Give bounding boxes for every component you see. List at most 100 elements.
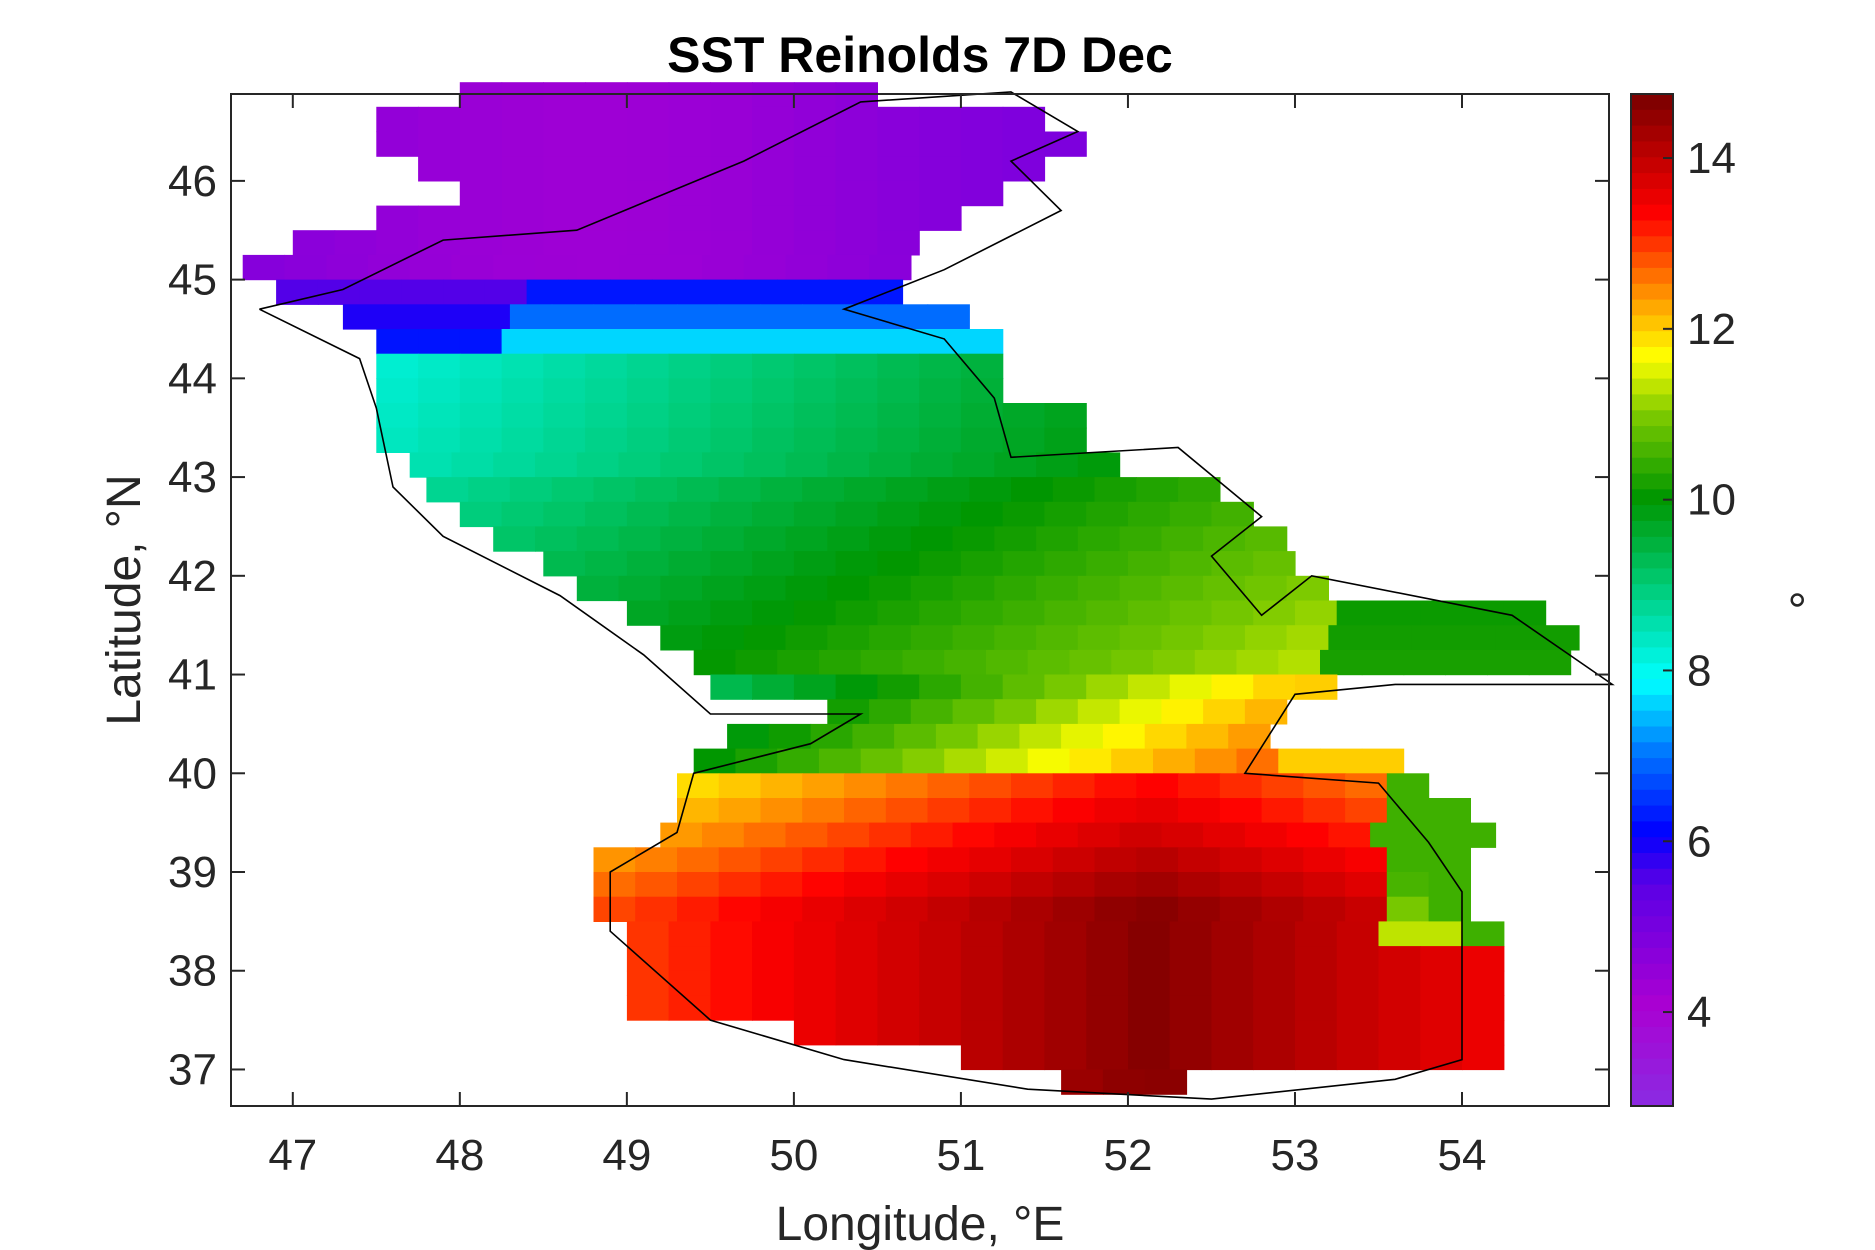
heatmap-cell — [910, 822, 954, 848]
heatmap-cell — [752, 501, 795, 528]
heatmap-cell — [376, 403, 419, 429]
heatmap-cell — [710, 403, 753, 429]
heatmap-cell — [702, 625, 745, 651]
heatmap-cell — [501, 378, 544, 404]
heatmap-cell — [919, 156, 962, 182]
y-tick-label: 44 — [168, 354, 217, 403]
heatmap-cell — [1111, 649, 1154, 676]
heatmap-cell — [793, 600, 837, 626]
heatmap-cell — [418, 427, 461, 453]
colorbar-segment — [1631, 1090, 1673, 1107]
heatmap-cell — [1094, 773, 1137, 799]
heatmap-cell — [952, 625, 995, 651]
heatmap-cell — [535, 452, 578, 478]
heatmap-cell — [626, 230, 670, 256]
heatmap-cell — [1011, 896, 1054, 922]
heatmap-cell — [1094, 798, 1137, 824]
heatmap-cell — [877, 106, 920, 133]
heatmap-cell — [501, 329, 544, 355]
heatmap-cell — [626, 600, 670, 626]
heatmap-cell — [551, 304, 595, 330]
heatmap-cell — [1211, 501, 1254, 528]
heatmap-cell — [1044, 551, 1087, 577]
heatmap-cell — [927, 304, 970, 330]
heatmap-cell — [927, 477, 970, 503]
heatmap-cell — [1361, 748, 1405, 774]
heatmap-cell — [1002, 551, 1046, 577]
heatmap-cell — [1428, 872, 1471, 898]
heatmap-cell — [1128, 674, 1171, 700]
heatmap-cell — [835, 995, 878, 1021]
heatmap-cell — [1052, 773, 1096, 799]
heatmap-cell — [1011, 872, 1054, 898]
heatmap-cell — [1261, 872, 1304, 898]
heatmap-cell — [1144, 1069, 1188, 1095]
colorbar-segment — [1631, 932, 1673, 949]
heatmap-cell — [919, 403, 962, 429]
heatmap-cell — [1077, 575, 1121, 602]
heatmap-cell — [501, 131, 544, 157]
heatmap-cell — [501, 156, 544, 182]
heatmap-cell — [1228, 723, 1271, 750]
heatmap-cell — [618, 526, 661, 552]
heatmap-cell — [710, 353, 753, 379]
heatmap-cell — [835, 600, 878, 626]
y-tick-label: 37 — [168, 1045, 217, 1094]
heatmap-cell — [835, 921, 878, 947]
heatmap-cell — [835, 674, 878, 700]
heatmap-cell — [1086, 551, 1129, 577]
heatmap-cell — [793, 1020, 837, 1046]
heatmap-cell — [827, 254, 870, 281]
heatmap-cell — [710, 427, 753, 453]
heatmap-cell — [1211, 921, 1254, 947]
heatmap-cell — [877, 995, 920, 1021]
heatmap-cell — [1011, 477, 1054, 503]
heatmap-cell — [493, 254, 536, 281]
heatmap-cell — [668, 180, 711, 207]
heatmap-cell — [1244, 625, 1288, 651]
y-tick-label: 43 — [168, 453, 217, 502]
colorbar-segment — [1631, 1074, 1673, 1091]
heatmap-cell — [576, 526, 620, 552]
heatmap-cell — [777, 279, 820, 305]
heatmap-cell — [885, 304, 929, 330]
colorbar-segment — [1631, 710, 1673, 728]
heatmap-cell — [710, 180, 753, 207]
heatmap-cell — [459, 156, 503, 182]
heatmap-cell — [877, 946, 920, 972]
heatmap-cell — [760, 773, 803, 799]
heatmap-cell — [668, 995, 711, 1021]
heatmap-cell — [1345, 798, 1388, 824]
heatmap-cell — [551, 477, 595, 503]
heatmap-cell — [1403, 649, 1446, 676]
heatmap-cell — [1203, 699, 1246, 725]
colorbar-segment — [1631, 489, 1673, 506]
heatmap-cell — [752, 946, 795, 972]
heatmap-cell — [969, 847, 1012, 873]
colorbar-segment — [1631, 157, 1673, 174]
heatmap-cell — [292, 230, 336, 256]
colorbar-segment — [1631, 631, 1673, 648]
heatmap-cell — [919, 353, 962, 379]
heatmap-cell — [1094, 847, 1137, 873]
heatmap-cell — [1345, 847, 1388, 873]
heatmap-cell — [284, 254, 327, 281]
heatmap-cell — [760, 304, 803, 330]
heatmap-cell — [785, 822, 828, 848]
colorbar-segment — [1631, 1011, 1673, 1028]
heatmap-cell — [668, 946, 711, 972]
heatmap-cell — [919, 501, 962, 528]
heatmap-cell — [710, 230, 753, 256]
heatmap-cell — [919, 131, 962, 157]
heatmap-cell — [543, 551, 586, 577]
heatmap-cell — [752, 403, 795, 429]
heatmap-cell — [877, 180, 920, 207]
colorbar-segment — [1631, 568, 1673, 585]
heatmap-cell — [702, 254, 745, 281]
heatmap-cell — [668, 921, 711, 947]
heatmap-cell — [827, 575, 870, 602]
heatmap-cell — [1128, 1044, 1171, 1071]
heatmap-cell — [1002, 1020, 1046, 1046]
heatmap-cell — [543, 501, 586, 528]
